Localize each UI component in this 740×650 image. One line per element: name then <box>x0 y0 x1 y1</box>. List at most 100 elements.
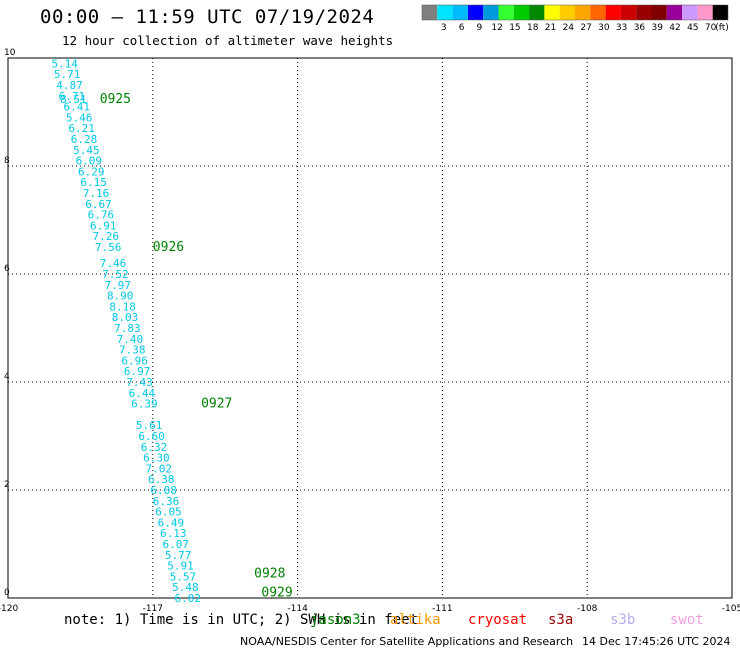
satellite-legend-altika: altika <box>390 612 441 628</box>
wave-height-point: 7.43 <box>126 376 152 389</box>
wave-height-point: 7.40 <box>117 333 144 346</box>
colorbar-swatch <box>575 5 591 20</box>
colorbar-swatch <box>712 5 728 20</box>
wave-height-point: 6.30 <box>143 452 170 465</box>
chart-subtitle: 12 hour collection of altimeter wave hei… <box>62 33 394 48</box>
wave-height-point: 6.67 <box>85 198 112 211</box>
y-tick-label: 6 <box>4 264 10 274</box>
wave-height-point: 7.52 <box>102 268 128 281</box>
wave-height-point: 6.91 <box>90 219 117 232</box>
wave-height-point: 7.16 <box>83 187 110 200</box>
colorbar-label: 12 <box>491 23 502 33</box>
colorbar-swatch <box>636 5 652 20</box>
wave-height-point: 5.48 <box>172 581 199 594</box>
colorbar-swatch <box>467 5 484 20</box>
satellite-legend-cryosat: cryosat <box>468 612 528 628</box>
wave-height-point: 6.38 <box>148 473 175 486</box>
wave-height-point: 5.45 <box>73 144 100 157</box>
wave-height-point: 6.97 <box>124 365 151 378</box>
wave-height-point: 8.90 <box>107 290 133 303</box>
colorbar-label: 6 <box>459 23 465 33</box>
x-tick-label: -114 <box>287 604 308 614</box>
wave-height-point: 6.39 <box>131 398 158 411</box>
y-tick-label: 10 <box>4 48 16 58</box>
satellite-legend-s3b: s3b <box>610 612 636 628</box>
wave-height-point: 7.56 <box>95 241 122 254</box>
wave-height-point: 6.07 <box>162 538 189 551</box>
wave-height-point: 6.05 <box>155 506 182 519</box>
wave-height-point: 6.13 <box>160 527 187 540</box>
colorbar-swatch <box>590 5 606 20</box>
colorbar-label: 33 <box>616 23 627 33</box>
x-tick-label: -108 <box>577 604 598 614</box>
wave-height-point: 4.87 <box>56 79 82 92</box>
satellite-legend-s3a: s3a <box>548 612 574 628</box>
colorbar-swatch <box>682 5 698 20</box>
wave-height-point: 6.02 <box>175 592 202 605</box>
y-tick-label: 2 <box>4 480 10 490</box>
x-tick-label: -105 <box>722 604 740 614</box>
time-label: 0926 <box>153 240 184 255</box>
y-tick-label: 0 <box>4 588 10 598</box>
x-tick-label: -111 <box>432 604 452 614</box>
colorbar-swatch <box>559 5 575 20</box>
colorbar-label: 45 <box>687 23 698 33</box>
wave-height-point: 6.32 <box>141 441 168 454</box>
wave-height-point: 5.14 <box>51 57 78 70</box>
wave-height-point: 6.44 <box>129 387 156 400</box>
colorbar-swatch <box>513 5 530 20</box>
wave-height-point: 6.76 <box>88 209 115 222</box>
wave-height-point: 6.36 <box>153 495 180 508</box>
wave-height-point: 7.83 <box>114 322 141 335</box>
colorbar-frame <box>421 4 729 21</box>
wave-height-point: 6.21 <box>68 122 95 135</box>
y-tick-label: 4 <box>4 372 10 382</box>
wave-height-point: 6.15 <box>80 176 107 189</box>
colorbar-swatch <box>437 5 453 20</box>
colorbar-swatch <box>498 5 514 20</box>
colorbar-label: 18 <box>527 23 539 33</box>
wave-height-point: 5.91 <box>167 560 194 573</box>
chart-title: 00:00 – 11:59 UTC 07/19/2024 <box>40 6 375 28</box>
wave-height-point: 6.49 <box>158 516 185 529</box>
colorbar-label: 70 <box>705 23 717 33</box>
satellite-legend-jason3: jason3 <box>310 612 361 628</box>
colorbar-label: 42 <box>669 23 680 33</box>
wave-height-point: 6.60 <box>138 430 165 443</box>
footer-generated-time: 14 Dec 17:45:26 UTC 2024 <box>582 635 731 648</box>
colorbar-unit: (ft) <box>715 23 729 33</box>
wave-height-point: 6.29 <box>78 165 105 178</box>
colorbar-label: 39 <box>651 23 663 33</box>
wave-height-point: 5.77 <box>165 549 192 562</box>
time-label: 0929 <box>261 586 292 601</box>
wave-height-point: 7.02 <box>146 462 173 475</box>
wave-height-point: 6.08 <box>150 484 177 497</box>
wave-height-point: 7.46 <box>100 257 127 270</box>
colorbar-label: 24 <box>563 23 575 33</box>
colorbar-swatch <box>452 5 468 20</box>
x-tick-label: -120 <box>0 604 18 614</box>
colorbar-swatch <box>483 5 499 20</box>
colorbar-swatch <box>422 5 438 20</box>
plot-frame <box>7 57 733 599</box>
wave-height-point: 5.57 <box>170 570 197 583</box>
colorbar-label: 30 <box>598 23 610 33</box>
colorbar-label: 36 <box>634 23 646 33</box>
wave-height-point: 5.61 <box>136 419 163 432</box>
wave-height-point: 5.71 <box>54 68 81 81</box>
colorbar-label: 15 <box>509 23 520 33</box>
wave-height-point: 8.03 <box>112 311 139 324</box>
colorbar-label: 27 <box>580 23 591 33</box>
wave-height-point: 6.71 <box>59 90 86 103</box>
wave-height-point: 6.96 <box>121 354 148 367</box>
colorbar-swatch <box>620 5 637 20</box>
colorbar-swatch <box>666 5 683 20</box>
wave-height-point: 7.26 <box>92 230 119 243</box>
colorbar-swatch <box>697 5 713 20</box>
wave-height-point: 7.38 <box>119 344 146 357</box>
x-tick-label: -117 <box>143 604 163 614</box>
colorbar-label: 21 <box>545 23 556 33</box>
wave-height-point: 7.97 <box>105 279 131 292</box>
satellite-legend-swot: swot <box>670 612 704 628</box>
